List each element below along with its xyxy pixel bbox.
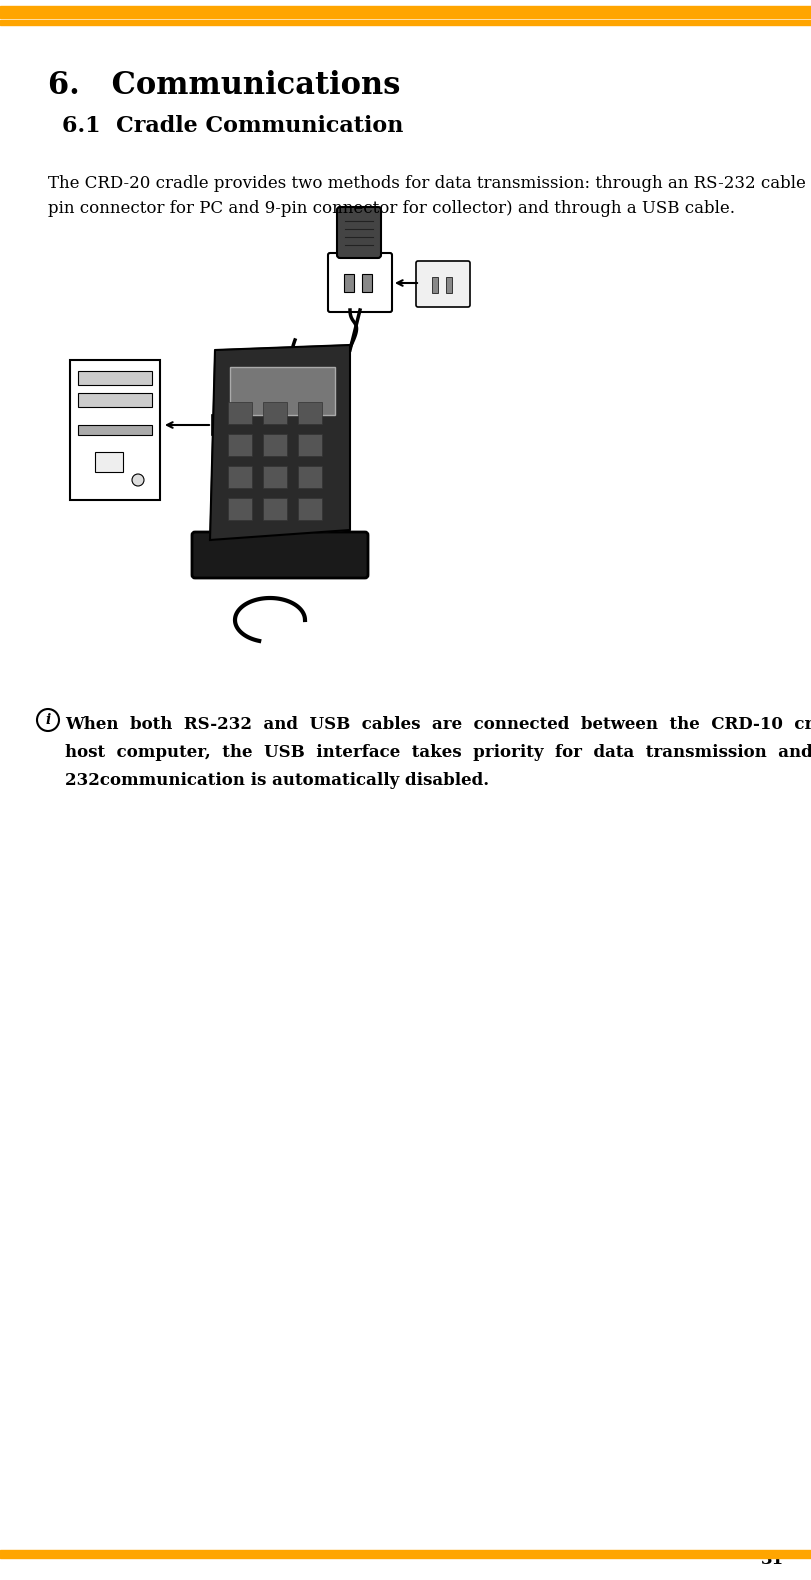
FancyBboxPatch shape [328, 253, 392, 311]
Text: The CRD-20 cradle provides two methods for data transmission: through an RS-232 : The CRD-20 cradle provides two methods f… [48, 175, 811, 193]
FancyBboxPatch shape [337, 207, 380, 258]
Bar [212, 416, 240, 435]
Bar [344, 273, 354, 292]
Bar [78, 425, 152, 435]
Bar [263, 466, 286, 488]
FancyBboxPatch shape [415, 261, 470, 307]
Bar [78, 371, 152, 386]
Text: host  computer,  the  USB  interface  takes  priority  for  data  transmission  : host computer, the USB interface takes p… [65, 744, 811, 762]
Bar [263, 498, 286, 520]
Text: i: i [45, 713, 50, 727]
Polygon shape [210, 344, 350, 540]
Bar [431, 276, 437, 292]
Circle shape [132, 474, 144, 487]
Text: When  both  RS-232  and  USB  cables  are  connected  between  the  CRD-10  crad: When both RS-232 and USB cables are conn… [65, 716, 811, 733]
Bar [230, 367, 335, 416]
Bar [263, 435, 286, 457]
Bar [228, 401, 251, 423]
Bar [228, 498, 251, 520]
Bar [0, 6, 811, 17]
Bar [228, 466, 251, 488]
Text: 31: 31 [759, 1552, 783, 1567]
Text: pin connector for PC and 9-pin connector for collector) and through a USB cable.: pin connector for PC and 9-pin connector… [48, 201, 734, 216]
Bar [263, 401, 286, 423]
Bar [228, 435, 251, 457]
FancyBboxPatch shape [191, 532, 367, 578]
Bar [298, 435, 322, 457]
Bar [445, 276, 452, 292]
Bar [298, 498, 322, 520]
Bar [362, 273, 371, 292]
Text: 6.1  Cradle Communication: 6.1 Cradle Communication [62, 115, 403, 137]
Bar [95, 452, 122, 472]
Bar [78, 393, 152, 408]
Text: 6.   Communications: 6. Communications [48, 70, 400, 101]
Bar [0, 1550, 811, 1558]
Bar [0, 21, 811, 25]
Bar [298, 466, 322, 488]
Bar [298, 401, 322, 423]
FancyBboxPatch shape [70, 360, 160, 499]
Text: 232communication is automatically disabled.: 232communication is automatically disabl… [65, 773, 488, 788]
